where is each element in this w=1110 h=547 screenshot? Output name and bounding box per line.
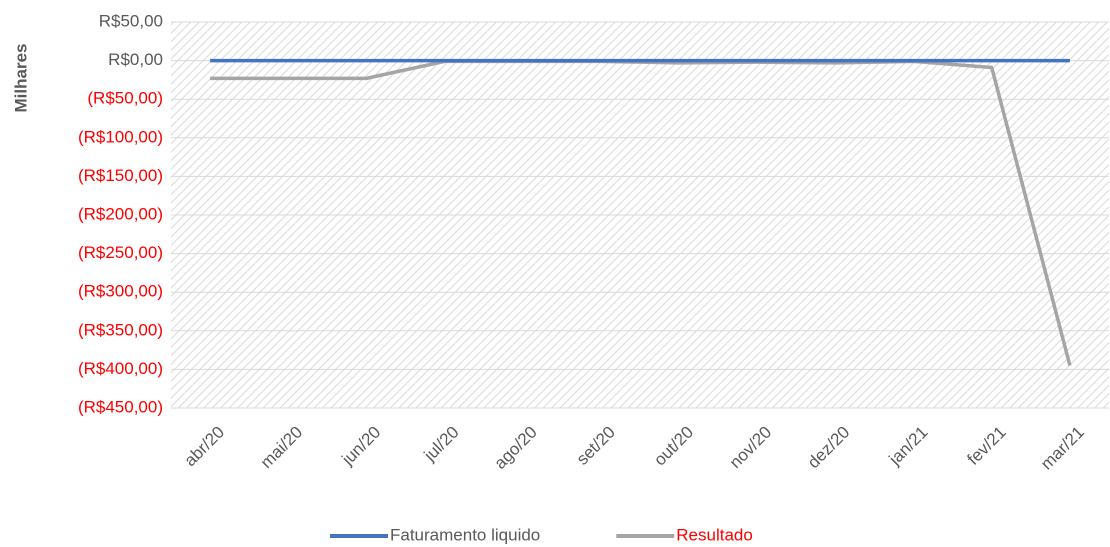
y-tick-label: (R$200,00) bbox=[78, 204, 163, 223]
y-tick-label: (R$350,00) bbox=[78, 320, 163, 339]
y-tick-label: (R$150,00) bbox=[78, 166, 163, 185]
x-tick-label: mar/21 bbox=[1037, 423, 1088, 474]
x-tick-label: jun/20 bbox=[338, 423, 385, 470]
x-tick-label: dez/20 bbox=[804, 423, 854, 473]
y-axis-title: Milhares bbox=[11, 44, 30, 113]
legend-label: Faturamento liquido bbox=[390, 525, 540, 544]
x-tick-label: set/20 bbox=[573, 423, 619, 469]
x-tick-label: nov/20 bbox=[726, 423, 776, 473]
x-tick-label: abr/20 bbox=[181, 423, 229, 471]
y-tick-label: (R$300,00) bbox=[78, 282, 163, 301]
legend-label: Resultado bbox=[676, 525, 753, 544]
y-tick-label: R$50,00 bbox=[99, 11, 163, 30]
y-tick-label: (R$250,00) bbox=[78, 243, 163, 262]
x-tick-label: mai/20 bbox=[257, 423, 307, 473]
x-tick-label: ago/20 bbox=[491, 423, 541, 473]
x-tick-label: fev/21 bbox=[964, 423, 1010, 469]
x-tick-label: out/20 bbox=[650, 423, 697, 470]
x-tick-label: jul/20 bbox=[420, 423, 463, 466]
y-tick-label: (R$400,00) bbox=[78, 359, 163, 378]
y-tick-label: R$0,00 bbox=[108, 50, 163, 69]
y-tick-label: (R$50,00) bbox=[87, 89, 163, 108]
y-tick-label: (R$100,00) bbox=[78, 127, 163, 146]
y-tick-label: (R$450,00) bbox=[78, 397, 163, 416]
x-tick-label: jan/21 bbox=[885, 423, 932, 470]
